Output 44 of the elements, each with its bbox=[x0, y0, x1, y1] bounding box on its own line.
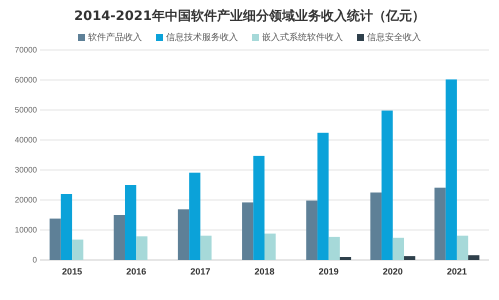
bar bbox=[382, 110, 393, 260]
y-tick-label: 10000 bbox=[14, 226, 38, 235]
bar bbox=[189, 172, 200, 260]
y-tick-label: 30000 bbox=[14, 166, 38, 175]
x-tick-label: 2017 bbox=[190, 266, 210, 276]
legend-label: 信息技术服务收入 bbox=[166, 32, 238, 43]
y-tick-label: 60000 bbox=[14, 76, 38, 85]
y-tick-label: 20000 bbox=[14, 196, 38, 205]
x-tick-label: 2015 bbox=[62, 266, 82, 276]
x-tick-label: 2019 bbox=[318, 266, 339, 276]
x-tick-label: 2016 bbox=[126, 266, 146, 276]
bar bbox=[200, 236, 212, 260]
x-tick-label: 2021 bbox=[446, 266, 467, 276]
bar bbox=[50, 218, 61, 260]
bar bbox=[468, 255, 480, 260]
bar bbox=[446, 79, 457, 260]
bar bbox=[456, 236, 468, 260]
y-tick-label: 0 bbox=[32, 256, 38, 265]
bar bbox=[178, 209, 190, 260]
x-tick-label: 2020 bbox=[382, 266, 403, 276]
bar bbox=[114, 215, 125, 260]
legend-label: 软件产品收入 bbox=[88, 32, 142, 43]
bar bbox=[340, 257, 352, 260]
y-tick-label: 40000 bbox=[14, 136, 38, 145]
y-tick-label: 70000 bbox=[14, 46, 38, 55]
bar bbox=[404, 256, 416, 260]
bar bbox=[60, 194, 72, 260]
bar bbox=[72, 240, 84, 260]
legend-label: 信息安全收入 bbox=[367, 32, 421, 43]
bar bbox=[306, 200, 318, 260]
bar bbox=[124, 185, 136, 260]
bar bbox=[434, 188, 446, 260]
bar bbox=[328, 236, 340, 260]
bar bbox=[264, 234, 276, 260]
y-tick-label: 50000 bbox=[14, 106, 38, 115]
legend-label: 嵌入式系统软件收入 bbox=[262, 32, 343, 43]
chart-title: 2014-2021年中国软件产业细分领域业务收入统计（亿元） bbox=[74, 8, 425, 24]
bar bbox=[242, 202, 254, 260]
bar bbox=[392, 238, 404, 260]
bar bbox=[253, 156, 264, 260]
bar bbox=[136, 236, 148, 260]
bar bbox=[370, 192, 382, 260]
bar bbox=[317, 132, 329, 260]
x-tick-label: 2018 bbox=[254, 266, 275, 276]
